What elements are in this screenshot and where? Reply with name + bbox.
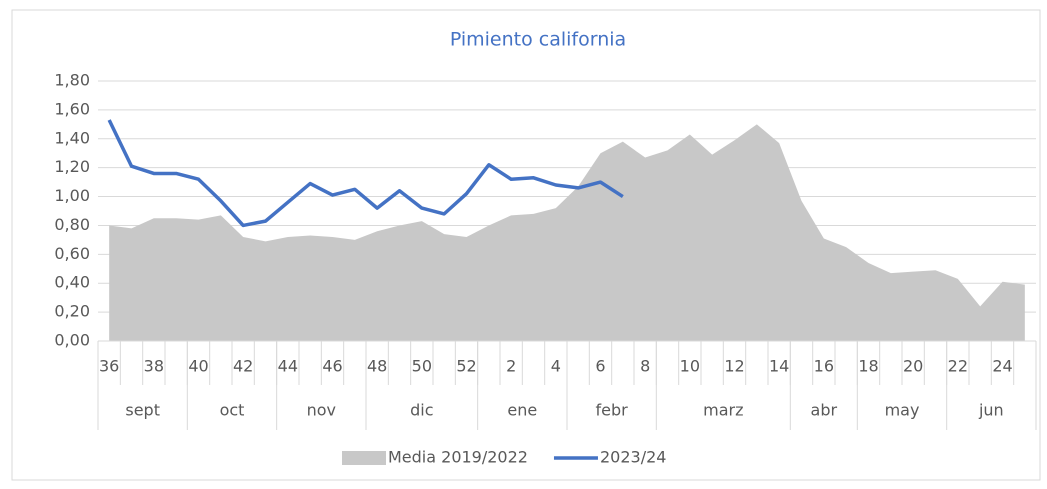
x-tick-label: 8 xyxy=(640,357,650,376)
y-tick-label: 0,80 xyxy=(54,215,90,234)
x-tick-label: 18 xyxy=(858,357,878,376)
y-tick-label: 0,20 xyxy=(54,302,90,321)
legend-label: 2023/24 xyxy=(600,448,666,467)
x-tick-label: 4 xyxy=(551,357,561,376)
x-tick-label: 46 xyxy=(322,357,342,376)
x-tick-label: 52 xyxy=(456,357,476,376)
x-tick-label: 24 xyxy=(992,357,1012,376)
month-label: oct xyxy=(220,401,245,420)
x-tick-label: 36 xyxy=(99,357,119,376)
x-tick-label: 40 xyxy=(188,357,208,376)
x-tick-label: 14 xyxy=(769,357,789,376)
x-tick-label: 44 xyxy=(278,357,298,376)
legend-label: Media 2019/2022 xyxy=(388,448,528,467)
x-tick-label: 38 xyxy=(144,357,164,376)
month-label: marz xyxy=(703,401,743,420)
x-tick-label: 20 xyxy=(903,357,923,376)
month-label: febr xyxy=(596,401,629,420)
legend-swatch xyxy=(342,451,386,465)
x-tick-label: 22 xyxy=(948,357,968,376)
x-tick-label: 6 xyxy=(595,357,605,376)
y-tick-label: 1,80 xyxy=(54,71,90,90)
x-tick-label: 50 xyxy=(412,357,432,376)
x-tick-label: 12 xyxy=(724,357,744,376)
month-label: nov xyxy=(307,401,336,420)
chart-title: Pimiento california xyxy=(450,29,626,51)
x-tick-label: 42 xyxy=(233,357,253,376)
month-label: jun xyxy=(978,401,1004,420)
month-label: ene xyxy=(507,401,537,420)
y-tick-label: 0,60 xyxy=(54,244,90,263)
month-label: sept xyxy=(125,401,160,420)
y-tick-label: 1,60 xyxy=(54,99,90,118)
x-tick-label: 2 xyxy=(506,357,516,376)
y-tick-label: 1,40 xyxy=(54,128,90,147)
area xyxy=(109,124,1025,341)
line xyxy=(107,119,624,228)
month-label: may xyxy=(885,401,920,420)
y-tick-label: 1,20 xyxy=(54,157,90,176)
x-tick-label: 16 xyxy=(814,357,834,376)
x-tick-label: 48 xyxy=(367,357,387,376)
month-label: abr xyxy=(811,401,838,420)
y-tick-label: 1,00 xyxy=(54,186,90,205)
y-tick-label: 0,40 xyxy=(54,273,90,292)
month-label: dic xyxy=(410,401,433,420)
y-tick-label: 0,00 xyxy=(54,331,90,350)
x-tick-label: 10 xyxy=(680,357,700,376)
